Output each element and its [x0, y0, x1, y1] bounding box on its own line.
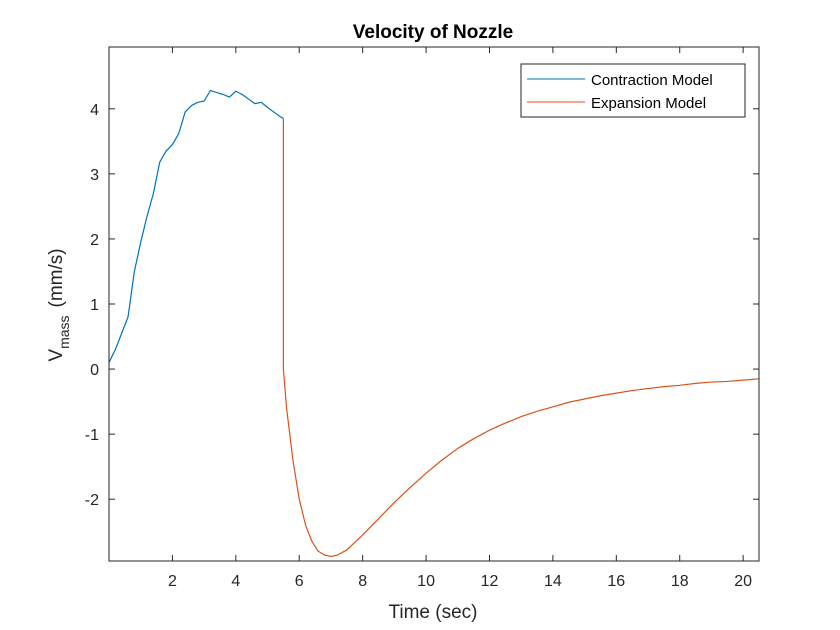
chart-title: Velocity of Nozzle [353, 22, 513, 43]
x-tick-label: 4 [231, 573, 240, 590]
y-axis-label-subscript: mass [56, 315, 72, 348]
legend-box [520, 63, 746, 118]
x-tick-label: 18 [671, 573, 689, 590]
y-tick-label: 2 [90, 232, 99, 249]
legend: Contraction Model Expansion Model [520, 63, 746, 118]
x-tick-label: 16 [607, 573, 625, 590]
x-tick-label: 20 [734, 573, 752, 590]
y-axis-label-main: V [46, 349, 67, 362]
legend-entry-contraction: Contraction Model [591, 72, 713, 89]
x-tick-label: 10 [417, 573, 435, 590]
y-tick-label: 4 [90, 102, 99, 119]
series-line-expansion-model [282, 118, 760, 558]
legend-entry-expansion: Expansion Model [591, 95, 706, 112]
x-tick-label: 12 [481, 573, 499, 590]
y-axis-label: Vmass (mm/s) [46, 248, 72, 361]
series-layer [108, 89, 760, 558]
plot-area [109, 47, 759, 561]
y-tick-label: 1 [90, 297, 99, 314]
y-axis-label-unit: (mm/s) [46, 248, 67, 307]
y-tick-label: 0 [90, 362, 99, 379]
x-tick-label: 8 [358, 573, 367, 590]
y-tick-label: -1 [85, 427, 99, 444]
x-tick-label: 6 [295, 573, 304, 590]
series-line-contraction-model [108, 89, 284, 363]
x-tick-label: 14 [544, 573, 562, 590]
y-tick-label: -2 [85, 492, 99, 509]
x-axis-label: Time (sec) [388, 602, 477, 623]
y-tick-label: 3 [90, 167, 99, 184]
x-tick-label: 2 [168, 573, 177, 590]
